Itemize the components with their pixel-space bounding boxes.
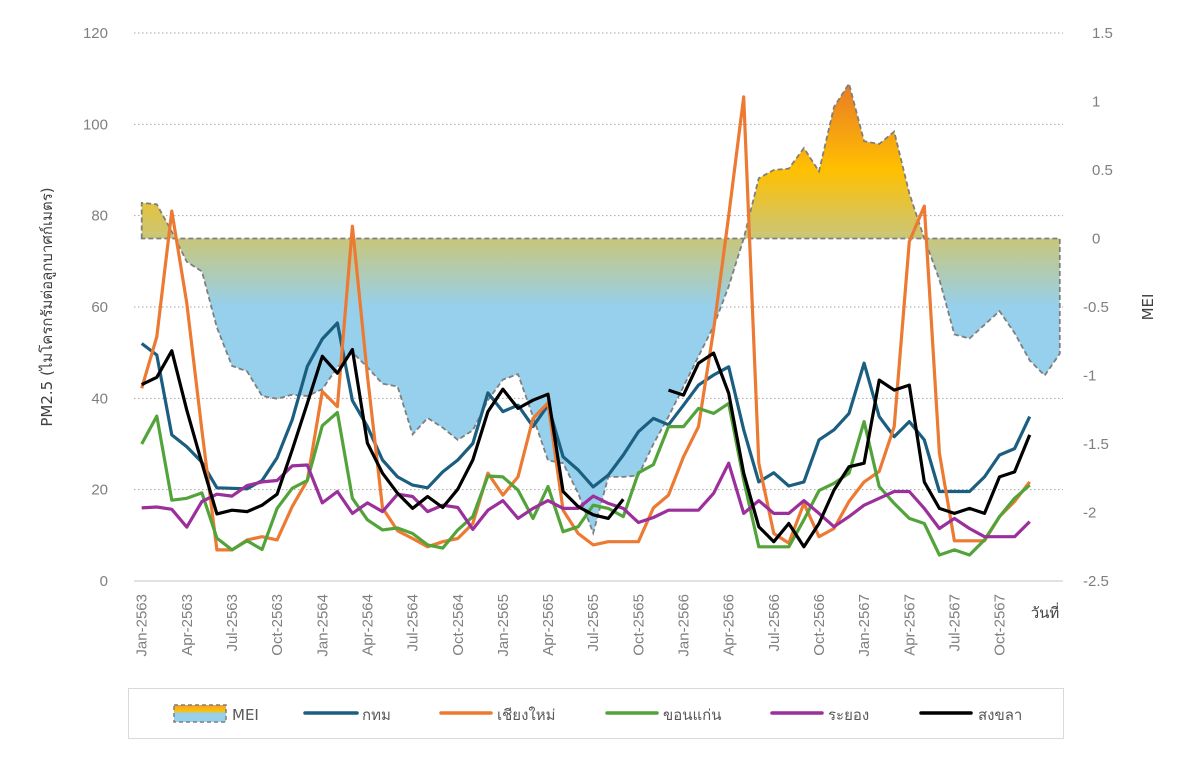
y-axis-title: PM2.5 (ไมโครกรัมต่อลูกบาศก์เมตร) (38, 187, 56, 426)
x-tick-label: Jan-2565 (495, 594, 512, 657)
legend-label-mei: MEI (232, 706, 259, 724)
y-tick-label: 100 (83, 116, 108, 133)
series-line-chiangmai (140, 95, 1031, 552)
series-line-songkhla (141, 347, 1032, 549)
x-tick-label: Apr-2565 (540, 594, 557, 656)
legend-swatch-mei (173, 704, 227, 723)
y2-tick-label: 1 (1092, 94, 1100, 111)
x-tick-label: Oct-2567 (992, 594, 1009, 656)
series-line-khonkaen (140, 401, 1031, 557)
y-tick-label: 80 (91, 208, 108, 225)
y2-tick-label: 0 (1092, 231, 1100, 248)
legend-label-rayong: ระยอง (828, 706, 869, 724)
left-axis-ticks: 0 20 40 60 80 100 120 (83, 25, 108, 590)
y2-axis-title: MEI (1139, 294, 1157, 321)
x-tick-label: Oct-2563 (269, 594, 286, 656)
x-tick-label: Jan-2564 (314, 594, 331, 657)
x-tick-label: Jul-2567 (946, 594, 963, 652)
x-tick-label: Jan-2566 (676, 594, 693, 657)
right-axis-ticks: -2.5 -2 -1.5 -1 -0.5 0 0.5 1 1.5 (1083, 25, 1113, 590)
x-tick-label: Apr-2563 (179, 594, 196, 656)
y2-tick-label: -1.5 (1083, 436, 1109, 453)
x-axis-ticks: Jan-2563 Apr-2563 Jul-2563 Oct-2563 Jan-2564… (134, 594, 1009, 657)
x-tick-label: Apr-2564 (359, 594, 376, 656)
legend-label-chiangmai: เชียงใหม่ (497, 706, 556, 724)
legend-label-bangkok: กทม (362, 706, 391, 724)
y-tick-label: 20 (91, 482, 108, 499)
x-tick-label: Jan-2563 (134, 594, 151, 657)
x-tick-label: Oct-2564 (450, 594, 467, 656)
x-tick-label: Apr-2567 (901, 594, 918, 656)
x-tick-label: Apr-2566 (721, 594, 738, 656)
x-tick-label: Jan-2567 (856, 594, 873, 657)
x-tick-label: Jul-2565 (585, 594, 602, 652)
y-tick-label: 60 (91, 299, 108, 316)
x-tick-label: Jul-2564 (405, 594, 422, 652)
x-tick-label: Oct-2565 (630, 594, 647, 656)
x-axis-title: วันที่ (1031, 602, 1060, 622)
y2-tick-label: -1 (1083, 368, 1096, 385)
y2-tick-label: 0.5 (1092, 162, 1113, 179)
y-tick-label: 40 (91, 390, 108, 407)
x-tick-label: Jul-2563 (224, 594, 241, 652)
mei-area (141, 83, 1060, 533)
x-tick-label: Oct-2566 (811, 594, 828, 656)
y2-tick-label: -2 (1083, 505, 1096, 522)
legend-label-songkhla: สงขลา (978, 706, 1022, 724)
legend-label-khonkaen: ขอนแก่น (663, 706, 722, 724)
y-tick-label: 120 (83, 25, 108, 42)
y2-tick-label: -2.5 (1083, 573, 1109, 590)
series-line-rayong (141, 461, 1031, 539)
legend-box (128, 688, 1064, 739)
y2-tick-label: 1.5 (1092, 25, 1113, 42)
series-line-bangkok (140, 321, 1032, 494)
y2-tick-label: -0.5 (1083, 299, 1109, 316)
series-layer (140, 95, 1032, 557)
legend: MEI กทม เชียงใหม่ ขอนแก่น ระยอง สงขลา (128, 688, 1064, 739)
y-tick-label: 0 (100, 573, 108, 590)
x-tick-label: Jul-2566 (766, 594, 783, 652)
